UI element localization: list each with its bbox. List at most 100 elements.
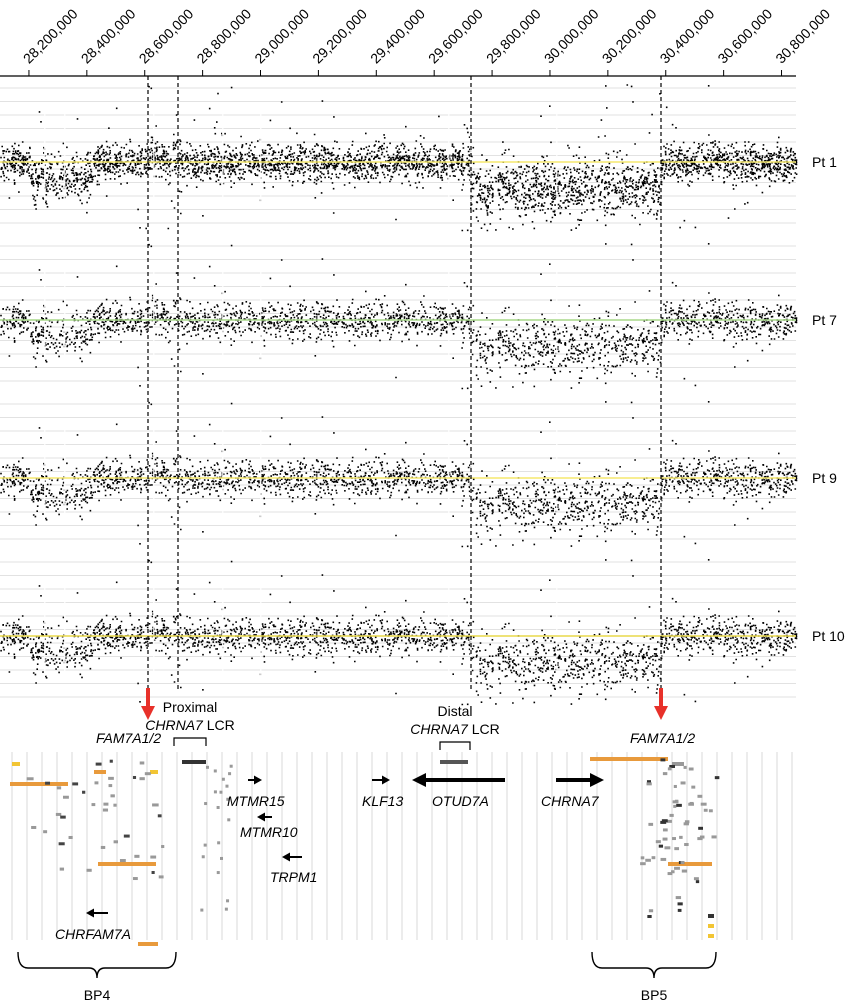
panel-gap bbox=[260, 270, 262, 360]
segdup-block bbox=[109, 759, 113, 763]
gene-label-1: FAM7A1/2 bbox=[630, 730, 695, 746]
lcr-gene: CHRNA7 bbox=[145, 717, 204, 733]
segdup-block bbox=[691, 785, 696, 789]
segdup-block bbox=[646, 780, 652, 784]
panel-gap bbox=[64, 270, 66, 360]
panel-gap bbox=[44, 112, 46, 202]
segdup-block bbox=[669, 813, 674, 817]
segdup-block bbox=[100, 845, 106, 849]
segdup-block bbox=[108, 776, 114, 780]
panel-gap bbox=[44, 586, 46, 676]
segdup-block bbox=[108, 784, 113, 788]
segdup-block bbox=[56, 786, 62, 790]
segdup-block bbox=[708, 924, 714, 928]
segdup-block bbox=[229, 764, 233, 768]
bp-brace-0 bbox=[17, 951, 177, 979]
segdup-block bbox=[58, 842, 65, 846]
segdup-block bbox=[662, 772, 668, 776]
panel-gap bbox=[556, 270, 558, 360]
segdup-block bbox=[677, 908, 682, 912]
panel-gap bbox=[556, 586, 558, 676]
segdup-block bbox=[667, 872, 673, 876]
gene-arrow-head-3 bbox=[257, 812, 265, 822]
segdup-block bbox=[150, 855, 157, 859]
panel-gap bbox=[556, 428, 558, 518]
red-arrow-head-1 bbox=[654, 706, 668, 720]
segdup-block bbox=[661, 819, 668, 823]
x-tick-label-1: 28,400,000 bbox=[78, 5, 139, 66]
segdup-block bbox=[113, 803, 117, 807]
segdup-block bbox=[119, 859, 126, 863]
segdup-block bbox=[697, 794, 703, 798]
segdup-block bbox=[672, 837, 676, 841]
segdup-block bbox=[220, 856, 224, 860]
panel-gap bbox=[64, 586, 66, 676]
lcr-gene: CHRNA7 bbox=[410, 721, 469, 737]
lcr-label-line2-1: CHRNA7 LCR bbox=[410, 721, 499, 737]
segdup-block bbox=[688, 767, 694, 771]
segdup-block bbox=[161, 845, 165, 849]
panel-label: Pt 9 bbox=[812, 470, 837, 486]
gene-arrow-head-5 bbox=[382, 775, 390, 785]
panel-gap bbox=[448, 270, 450, 360]
panel-gap bbox=[556, 112, 558, 202]
segdup-block bbox=[697, 837, 703, 841]
segdup-block bbox=[26, 777, 34, 781]
panel-points bbox=[0, 84, 798, 232]
segdup-block bbox=[660, 758, 666, 762]
segdup-block bbox=[708, 809, 713, 813]
panel-gap bbox=[222, 586, 224, 676]
segdup-block bbox=[226, 899, 230, 903]
segdup-block bbox=[132, 877, 138, 881]
segdup-block bbox=[648, 909, 654, 913]
segdup-block bbox=[139, 761, 145, 765]
panel-label: Pt 10 bbox=[812, 628, 845, 644]
x-axis-ticks: 28,200,00028,400,00028,600,00028,800,000… bbox=[20, 5, 833, 76]
x-tick-label-7: 29,600,000 bbox=[425, 5, 486, 66]
segdup-block bbox=[72, 782, 79, 786]
segdup-block bbox=[703, 808, 708, 812]
lcr-suffix: LCR bbox=[203, 717, 235, 733]
segdup-block bbox=[213, 790, 217, 794]
bp-label-0: BP4 bbox=[84, 987, 111, 1003]
segdup-block bbox=[693, 877, 699, 881]
segdup-block bbox=[151, 870, 155, 874]
segdup-block bbox=[677, 902, 683, 906]
segdup-block bbox=[204, 802, 208, 806]
panel-3: Pt 9 bbox=[0, 401, 837, 548]
panel-gap bbox=[222, 270, 224, 360]
segdup-block bbox=[201, 855, 205, 859]
segdup-block bbox=[103, 802, 109, 806]
panel-gap bbox=[448, 428, 450, 518]
x-tick-label-11: 30,400,000 bbox=[657, 5, 718, 66]
panel-gap bbox=[260, 586, 262, 676]
segdup-block bbox=[681, 869, 688, 873]
gene-arrow-head-2 bbox=[254, 775, 262, 785]
segdup-block bbox=[132, 775, 137, 779]
segdup-block bbox=[62, 795, 69, 799]
segdup-block bbox=[217, 841, 221, 845]
segdup-block bbox=[216, 871, 220, 875]
segdup-block bbox=[221, 777, 225, 781]
segdup-block bbox=[12, 762, 20, 766]
segdup-block bbox=[671, 870, 675, 874]
gene-arrow-head-7 bbox=[590, 773, 604, 787]
panel-1: Pt 1 bbox=[0, 84, 837, 232]
segdup-block bbox=[672, 800, 679, 804]
segdup-block bbox=[590, 757, 668, 761]
panel-gap bbox=[44, 270, 46, 360]
segdup-block bbox=[200, 908, 204, 912]
segdup-block bbox=[699, 835, 705, 839]
panel-gap bbox=[44, 428, 46, 518]
segdup-block bbox=[673, 804, 677, 808]
gene-arrow-head-6 bbox=[412, 773, 426, 787]
panel-gap bbox=[222, 112, 224, 202]
gene-label-2: MTMR15 bbox=[227, 793, 285, 809]
segdup-block bbox=[91, 803, 96, 807]
panel-gap bbox=[660, 428, 662, 518]
panel-gap bbox=[448, 586, 450, 676]
segdup-block bbox=[683, 765, 687, 769]
x-tick-label-3: 28,800,000 bbox=[193, 5, 254, 66]
